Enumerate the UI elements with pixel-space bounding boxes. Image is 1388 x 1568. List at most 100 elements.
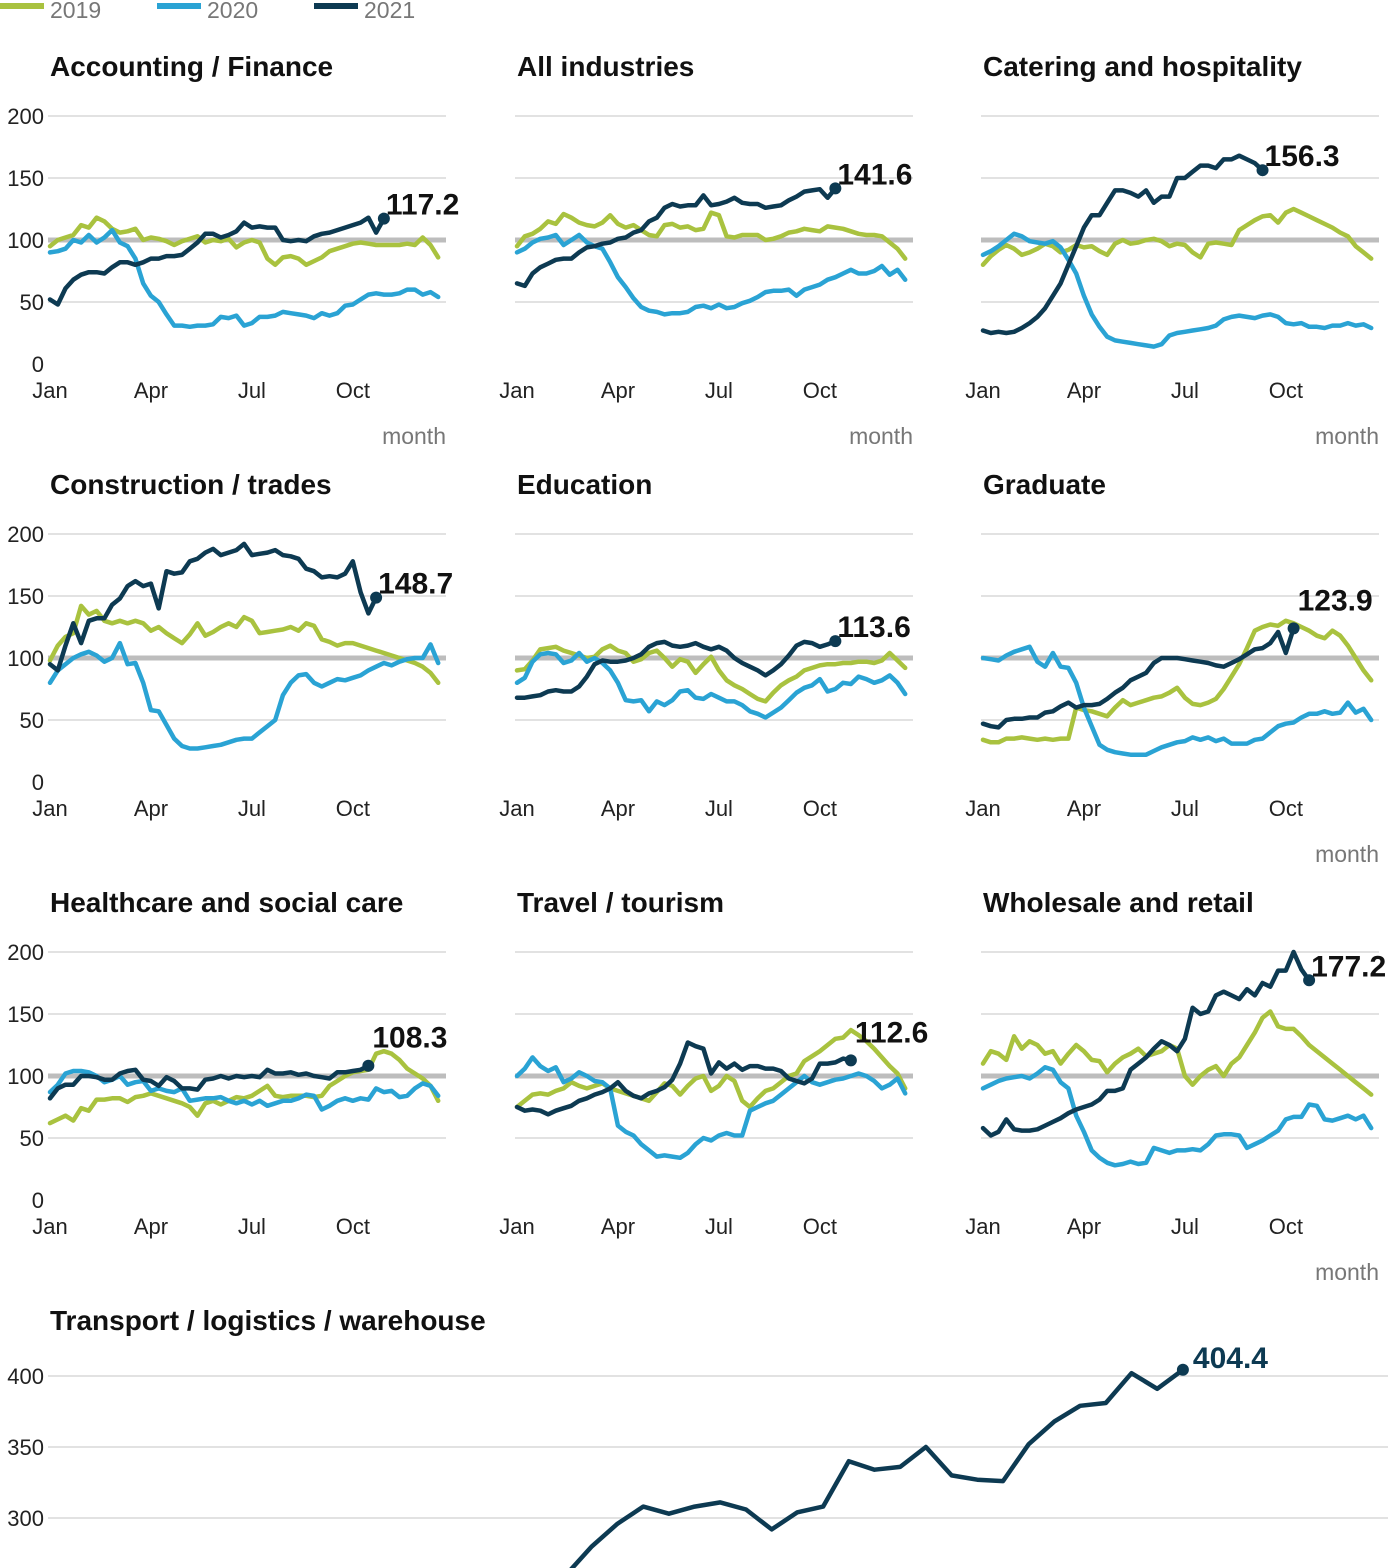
x-tick-label: Oct <box>336 796 370 821</box>
end-value-label: 156.3 <box>1265 140 1340 173</box>
panel-title: All industries <box>517 51 694 82</box>
series-line-2019 <box>980 206 1374 268</box>
panel-3: Construction / trades 0 50 100 150 200 Jan Apr J… <box>7 469 453 821</box>
x-tick-label: Jan <box>965 1214 1000 1239</box>
series-line-2019 <box>47 1048 441 1126</box>
x-tick-label: Oct <box>803 378 837 403</box>
y-tick-label: 100 <box>7 1064 44 1089</box>
x-tick-label: Jan <box>499 1214 534 1239</box>
y-tick-label: 300 <box>7 1506 44 1531</box>
series-line-2019 <box>514 210 908 261</box>
end-point <box>1287 622 1300 635</box>
end-point <box>362 1059 375 1072</box>
panel-title: Travel / tourism <box>517 887 724 918</box>
panel-title: Healthcare and social care <box>50 887 403 918</box>
y-tick-label: 0 <box>32 770 44 795</box>
y-tick-label: 50 <box>20 708 44 733</box>
panel-title: Education <box>517 469 652 500</box>
x-tick-label: Apr <box>1067 1214 1101 1239</box>
end-point <box>829 182 842 195</box>
x-tick-label: Apr <box>601 378 635 403</box>
series-line-2020 <box>980 1065 1374 1168</box>
y-tick-label: 150 <box>7 1002 44 1027</box>
x-tick-label: Apr <box>134 796 168 821</box>
y-tick-label: 100 <box>7 646 44 671</box>
panel-title: Graduate <box>983 469 1106 500</box>
series-line-2020 <box>47 640 441 751</box>
x-tick-label: Jan <box>965 378 1000 403</box>
panel-title: Wholesale and retail <box>983 887 1254 918</box>
x-tick-label: Jul <box>705 796 733 821</box>
end-point <box>370 591 383 604</box>
x-tick-label: Jul <box>238 1214 266 1239</box>
panel-title: Accounting / Finance <box>50 51 333 82</box>
y-tick-label: 100 <box>7 228 44 253</box>
x-tick-label: Oct <box>1269 378 1303 403</box>
series-line-2020 <box>980 644 1374 757</box>
x-tick-label: Jan <box>965 796 1000 821</box>
y-tick-label: 350 <box>7 1435 44 1460</box>
series-line-2020 <box>980 231 1374 349</box>
legend: 2019 2020 2021 <box>0 0 415 23</box>
x-tick-label: Jul <box>705 378 733 403</box>
x-tick-label: Oct <box>336 378 370 403</box>
series-line-2021 <box>980 949 1312 1138</box>
series-line-2020 <box>514 232 908 317</box>
panel-title: Transport / logistics / warehouse <box>50 1305 486 1336</box>
series-line-2019 <box>980 618 1374 745</box>
end-point <box>1176 1363 1189 1376</box>
end-value-label: 177.2 <box>1311 950 1386 983</box>
x-tick-label: Apr <box>1067 378 1101 403</box>
end-point <box>377 212 390 225</box>
x-tick-label: Jul <box>705 1214 733 1239</box>
x-tick-label: Jul <box>238 378 266 403</box>
series-line-2020 <box>47 227 441 330</box>
end-point <box>1303 974 1316 987</box>
x-tick-label: Oct <box>803 1214 837 1239</box>
series-line-2020 <box>514 1055 908 1161</box>
small-multiples: Accounting / Finance 0 50 100 150 200 Jan Apr Ju… <box>7 51 1388 1568</box>
x-axis-title: month <box>382 423 446 449</box>
series-line-2021 <box>47 215 387 307</box>
panel-1: All industries Jan Apr Jul Oct month 141.6 <box>499 51 913 449</box>
legend-label-2019: 2019 <box>50 0 101 23</box>
panel-0: Accounting / Finance 0 50 100 150 200 Jan Apr Ju… <box>7 51 459 449</box>
y-tick-label: 200 <box>7 940 44 965</box>
x-tick-label: Jan <box>499 796 534 821</box>
x-axis-title: month <box>1315 841 1379 867</box>
x-tick-label: Oct <box>336 1214 370 1239</box>
transport-plot <box>569 1367 1186 1568</box>
panel-9: Transport / logistics / warehouse 300 350 4… <box>7 1305 1388 1568</box>
x-tick-label: Jan <box>32 378 67 403</box>
end-value-label: 141.6 <box>837 158 912 191</box>
series-line-2021 <box>569 1367 1186 1568</box>
x-tick-label: Apr <box>1067 796 1101 821</box>
y-tick-label: 400 <box>7 1364 44 1389</box>
end-value-label: 117.2 <box>386 189 459 222</box>
panel-2: Catering and hospitality Jan Apr Jul Octmont… <box>965 51 1379 449</box>
panel-6: Healthcare and social care 0 50 100 150 200 Ja… <box>7 887 447 1239</box>
series-line-2021 <box>980 626 1296 730</box>
x-tick-label: Jan <box>499 378 534 403</box>
x-tick-label: Oct <box>1269 796 1303 821</box>
panel-8: Wholesale and retail Jan Apr Jul Oct month 177… <box>965 887 1386 1285</box>
series-line-2021 <box>47 1063 371 1101</box>
end-value-label: 148.7 <box>378 568 453 601</box>
end-value-label: 112.6 <box>855 1016 928 1049</box>
legend-label-2021: 2021 <box>364 0 415 23</box>
x-tick-label: Apr <box>134 1214 168 1239</box>
y-tick-label: 200 <box>7 104 44 129</box>
x-axis-title: month <box>1315 1259 1379 1285</box>
x-tick-label: Jan <box>32 796 67 821</box>
y-tick-label: 150 <box>7 584 44 609</box>
panel-title: Construction / trades <box>50 469 332 500</box>
x-tick-label: Apr <box>134 378 168 403</box>
panel-5: Graduate Jan Apr Jul Oct month 123.9 <box>965 469 1379 867</box>
x-tick-label: Oct <box>1269 1214 1303 1239</box>
end-point <box>829 635 842 648</box>
x-tick-label: Jul <box>1171 378 1199 403</box>
x-tick-label: Jul <box>1171 1214 1199 1239</box>
y-tick-label: 50 <box>20 1126 44 1151</box>
end-value-label: 108.3 <box>372 1022 447 1055</box>
